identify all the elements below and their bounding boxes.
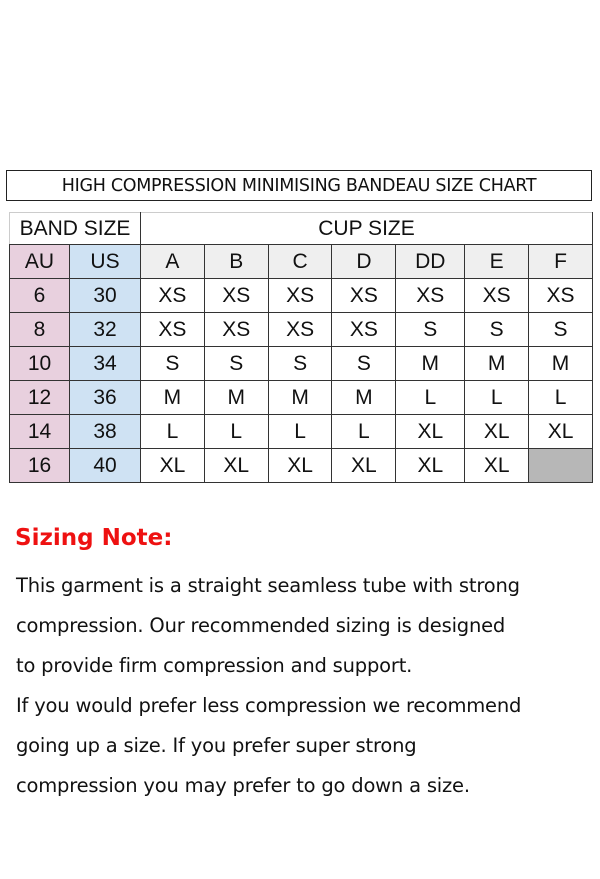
size-cell: M (267, 380, 333, 415)
size-cell: XL (395, 414, 466, 449)
au-size-cell: 14 (9, 414, 70, 449)
size-chart-table: BAND SIZE CUP SIZE AU US A B C D DD E F 6 30 XS XS X… (9, 212, 593, 483)
size-cell: S (395, 312, 466, 347)
note-line: If you would prefer less compression we … (16, 694, 522, 717)
column-header-f: F (528, 244, 593, 279)
us-size-cell: 36 (69, 380, 141, 415)
column-header-e: E (464, 244, 530, 279)
size-cell: L (395, 380, 466, 415)
size-cell: S (267, 346, 333, 381)
us-size-cell: 38 (69, 414, 141, 449)
size-cell: XS (267, 278, 333, 313)
size-cell: M (331, 380, 397, 415)
column-header-a: A (140, 244, 205, 279)
size-cell: S (203, 346, 269, 381)
table-row: 8 32 XS XS XS XS S S S (9, 312, 593, 347)
size-cell: M (464, 346, 530, 381)
table-row: 16 40 XL XL XL XL XL XL (9, 448, 593, 483)
size-cell: XS (203, 312, 269, 347)
column-header-b: B (203, 244, 269, 279)
us-size-cell: 40 (69, 448, 141, 483)
size-cell: XS (140, 312, 205, 347)
size-cell: XL (140, 448, 205, 483)
size-cell: XL (203, 448, 269, 483)
table-row: 10 34 S S S S M M M (9, 346, 593, 381)
au-size-cell: 12 (9, 380, 70, 415)
size-cell: XL (464, 448, 530, 483)
size-cell: XS (331, 312, 397, 347)
chart-title: HIGH COMPRESSION MINIMISING BANDEAU SIZE… (6, 170, 592, 201)
size-cell: S (140, 346, 205, 381)
size-cell: XL (331, 448, 397, 483)
size-cell: L (140, 414, 205, 449)
note-line: compression you may prefer to go down a … (16, 774, 470, 797)
size-cell: XL (395, 448, 466, 483)
au-size-cell: 10 (9, 346, 70, 381)
size-cell: XL (528, 414, 593, 449)
size-cell: M (395, 346, 466, 381)
size-cell: XS (140, 278, 205, 313)
us-size-cell: 30 (69, 278, 141, 313)
column-header-dd: DD (395, 244, 466, 279)
group-header-row: BAND SIZE CUP SIZE (9, 212, 593, 245)
size-cell: M (140, 380, 205, 415)
au-size-cell: 16 (9, 448, 70, 483)
us-size-cell: 32 (69, 312, 141, 347)
size-cell: S (464, 312, 530, 347)
size-cell: XS (528, 278, 593, 313)
size-cell: XS (395, 278, 466, 313)
size-cell: XS (331, 278, 397, 313)
note-line: compression. Our recommended sizing is d… (16, 614, 506, 637)
size-cell: XL (267, 448, 333, 483)
note-line: to provide firm compression and support. (16, 654, 413, 677)
size-cell: XS (267, 312, 333, 347)
note-line: This garment is a straight seamless tube… (16, 574, 520, 597)
column-header-us: US (69, 244, 141, 279)
size-cell: L (464, 380, 530, 415)
note-line: going up a size. If you prefer super str… (16, 734, 417, 757)
size-cell: L (528, 380, 593, 415)
us-size-cell: 34 (69, 346, 141, 381)
sizing-note-title: Sizing Note: (15, 525, 173, 551)
size-cell: L (267, 414, 333, 449)
unavailable-cell (528, 448, 593, 483)
au-size-cell: 8 (9, 312, 70, 347)
column-header-au: AU (9, 244, 70, 279)
band-size-header: BAND SIZE (9, 212, 141, 245)
size-cell: S (528, 312, 593, 347)
table-row: 12 36 M M M M L L L (9, 380, 593, 415)
size-cell: XL (464, 414, 530, 449)
column-header-d: D (331, 244, 397, 279)
size-cell: XS (203, 278, 269, 313)
table-row: 6 30 XS XS XS XS XS XS XS (9, 278, 593, 313)
sizing-note-text: This garment is a straight seamless tube… (16, 566, 600, 806)
cup-size-header: CUP SIZE (140, 212, 593, 245)
size-cell: L (203, 414, 269, 449)
table-row: 14 38 L L L L XL XL XL (9, 414, 593, 449)
size-cell: L (331, 414, 397, 449)
size-cell: XS (464, 278, 530, 313)
column-header-row: AU US A B C D DD E F (9, 244, 593, 279)
size-cell: M (203, 380, 269, 415)
au-size-cell: 6 (9, 278, 70, 313)
size-cell: M (528, 346, 593, 381)
size-cell: S (331, 346, 397, 381)
column-header-c: C (267, 244, 333, 279)
